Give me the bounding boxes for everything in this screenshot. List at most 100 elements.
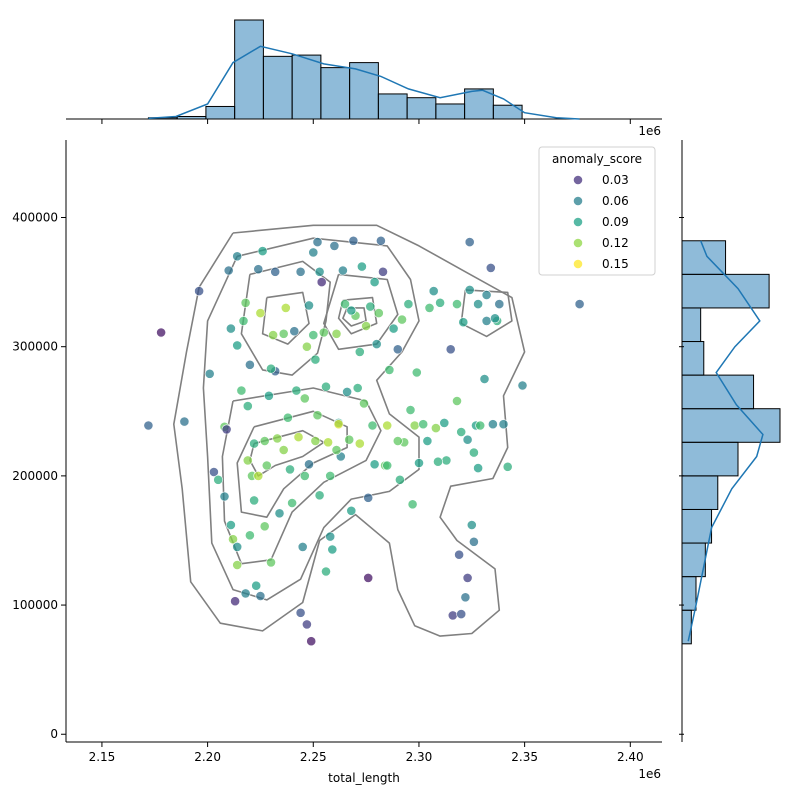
scatter-point: [392, 344, 403, 355]
scatter-point: [359, 398, 369, 409]
scatter-point: [293, 432, 304, 442]
scatter-point: [230, 596, 240, 607]
legend-label: 0.03: [602, 173, 629, 187]
scatter-point: [299, 470, 310, 481]
scatter-point: [259, 436, 270, 446]
scatter-point: [487, 419, 498, 430]
top-hist-bar: [176, 115, 207, 120]
top-hist-bar: [406, 97, 437, 120]
scatter-point: [255, 308, 266, 318]
scatter-point: [318, 327, 329, 338]
scatter-point: [238, 315, 249, 326]
scatter-point: [363, 492, 374, 503]
scatter-point: [204, 368, 215, 379]
scatter-point: [266, 557, 276, 568]
scatter-point: [232, 542, 243, 552]
scatter-point: [468, 447, 479, 458]
scatter-point: [473, 299, 483, 309]
scatter-point: [257, 246, 268, 256]
kde-contour-line: [173, 224, 526, 637]
scatter-point: [255, 591, 266, 601]
scatter-point: [348, 235, 359, 246]
scatter-point: [312, 237, 323, 247]
scatter-point: [394, 474, 405, 485]
top-hist-bar: [492, 104, 523, 120]
scatter-point: [194, 286, 204, 296]
scatter-point: [373, 308, 384, 318]
scatter-point: [342, 386, 352, 397]
scatter-point: [266, 363, 276, 374]
legend-marker: [573, 196, 583, 206]
scatter-point: [382, 420, 393, 431]
scatter-point: [321, 566, 331, 577]
scatter-point: [228, 534, 238, 545]
scatter-point: [382, 460, 393, 471]
scatter-point: [407, 499, 418, 510]
right-hist-bar: [681, 273, 770, 309]
scatter-point: [384, 364, 395, 375]
scatter-point: [517, 380, 528, 391]
scatter-point: [354, 346, 365, 357]
scatter-point: [240, 297, 251, 308]
scatter-point: [418, 419, 429, 430]
scatter-point: [356, 261, 367, 272]
legend-marker: [573, 238, 583, 248]
scatter-point: [301, 341, 312, 352]
legend-box: [538, 146, 656, 276]
scatter-point: [253, 264, 264, 275]
scatter-point: [365, 301, 376, 312]
top-marginal-histogram: [66, 19, 662, 120]
scatter-point: [289, 326, 300, 337]
scatter-point: [409, 420, 420, 431]
scatter-point: [316, 277, 327, 287]
y-axis-ticks: 0 100000 200000 300000 400000: [12, 211, 684, 741]
scatter-point: [251, 580, 262, 591]
scatter-point: [306, 636, 317, 647]
scatter-point: [219, 491, 230, 502]
scatter-point: [321, 381, 331, 392]
right-hist-bar: [681, 475, 719, 510]
scatter-point: [371, 339, 382, 349]
scatter-point: [337, 265, 348, 276]
scatter-point: [285, 464, 295, 475]
scatter-point: [460, 592, 471, 603]
scatter-point: [456, 609, 467, 619]
scatter-point: [259, 521, 270, 532]
x-tick-label: 2.30: [406, 750, 433, 764]
legend-label: 0.06: [602, 194, 629, 208]
scatter-point: [494, 299, 505, 309]
scatter-point: [143, 420, 154, 431]
scatter-point: [498, 419, 509, 430]
scatter-point: [454, 549, 464, 560]
scatter-point: [361, 321, 371, 331]
scatter-point: [280, 302, 291, 313]
right-hist-kde: [687, 240, 764, 642]
scatter-point: [253, 470, 264, 481]
scatter-point: [481, 290, 492, 300]
scatter-point: [363, 573, 374, 583]
scatter-point: [297, 542, 308, 552]
scatter-point: [331, 445, 342, 455]
scatter-point: [367, 420, 378, 431]
scatter-point: [458, 317, 469, 328]
right-hist-bar: [681, 374, 755, 410]
scatter-point: [378, 266, 388, 277]
scatter-point: [331, 328, 342, 339]
scatter-point: [314, 490, 325, 501]
scatter-point: [236, 385, 247, 396]
scatter-point: [312, 410, 323, 421]
scatter-point: [304, 459, 314, 470]
axes: [65, 140, 662, 743]
scatter-point: [462, 573, 473, 583]
scatter-point: [268, 330, 278, 340]
scatter-point: [295, 266, 306, 277]
y-tick-label: 300000: [12, 340, 58, 354]
legend-marker: [573, 175, 583, 185]
scatter-point: [392, 436, 403, 446]
scatter-point: [299, 393, 310, 404]
scatter-plot-area: [65, 140, 662, 743]
scatter-point: [464, 237, 475, 247]
scatter-point: [295, 607, 306, 618]
scatter-point: [445, 344, 456, 355]
